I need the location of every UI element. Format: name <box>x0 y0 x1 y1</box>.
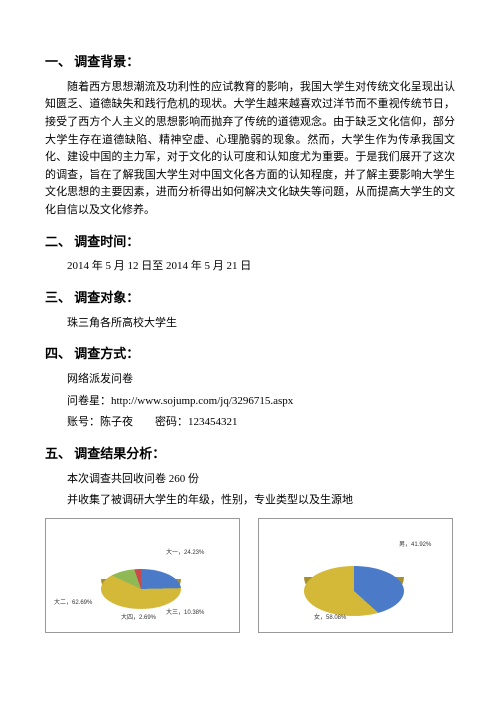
time-text: 2014 年 5 月 12 日至 2014 年 5 月 21 日 <box>45 258 455 276</box>
section-num: 二、 <box>45 234 71 249</box>
section-num: 三、 <box>45 290 71 305</box>
method-line2: 问卷星：http://www.sojump.com/jq/3296715.asp… <box>45 393 455 411</box>
account-label: 账号： <box>67 416 100 428</box>
method-line3: 账号：陈子夜 密码：123454321 <box>45 414 455 432</box>
background-paragraph: 随着西方思想潮流及功利性的应试教育的影响，我国大学生对传统文化呈现出认知匮乏、道… <box>45 79 455 220</box>
section-title: 调查方式： <box>74 346 139 361</box>
charts-row: 大一，24.23% 大二，62.69% 大三，10.38% 大四，2.69% 男… <box>45 518 455 633</box>
section-4-heading: 四、 调查方式： <box>45 344 455 365</box>
gender-pie-chart: 男，41.92% 女，58.08% <box>258 518 453 633</box>
pie-label-4: 大四，2.69% <box>121 614 156 624</box>
pie-label-1: 男，41.92% <box>399 541 431 551</box>
section-num: 一、 <box>45 54 71 69</box>
section-num: 五、 <box>45 446 71 461</box>
password-value: 123454321 <box>188 416 238 428</box>
account-name: 陈子夜 <box>100 416 133 428</box>
section-title: 调查对象： <box>74 290 139 305</box>
pie-label-2: 大二，62.69% <box>54 599 92 609</box>
result-line1: 本次调查共回收问卷 260 份 <box>45 471 455 489</box>
grade-pie-chart: 大一，24.23% 大二，62.69% 大三，10.38% 大四，2.69% <box>45 518 240 633</box>
section-title: 调查结果分析： <box>74 446 165 461</box>
method-prefix: 问卷星： <box>67 395 111 407</box>
section-5-heading: 五、 调查结果分析： <box>45 444 455 465</box>
section-num: 四、 <box>45 346 71 361</box>
method-line1: 网络派发问卷 <box>45 371 455 389</box>
section-3-heading: 三、 调查对象： <box>45 288 455 309</box>
section-title: 调查时间： <box>74 234 139 249</box>
pie <box>101 569 181 609</box>
section-2-heading: 二、 调查时间： <box>45 232 455 253</box>
method-url: http://www.sojump.com/jq/3296715.aspx <box>111 395 293 407</box>
pie-label-1: 大一，24.23% <box>166 549 204 559</box>
section-1-heading: 一、 调查背景： <box>45 52 455 73</box>
section-title: 调查背景： <box>74 54 139 69</box>
pie-label-2: 女，58.08% <box>314 614 346 624</box>
document-body: 一、 调查背景： 随着西方思想潮流及功利性的应试教育的影响，我国大学生对传统文化… <box>45 52 455 633</box>
object-text: 珠三角各所高校大学生 <box>45 315 455 333</box>
result-line2: 并收集了被调研大学生的年级，性别，专业类型以及生源地 <box>45 492 455 510</box>
pie <box>304 566 404 616</box>
password-label: 密码： <box>133 416 188 428</box>
pie-label-3: 大三，10.38% <box>166 609 204 619</box>
